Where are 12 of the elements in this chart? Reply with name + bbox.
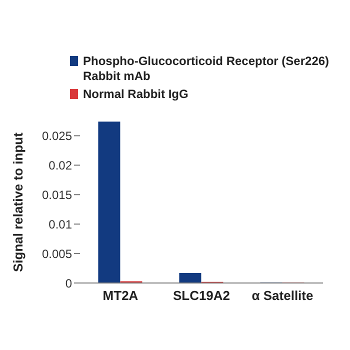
legend-label: Phospho-Glucocorticoid Receptor (Ser226) Rabbit mAb	[83, 54, 330, 84]
x-tick-label: SLC19A2	[172, 288, 230, 304]
y-tick-label: 0.02	[48, 158, 72, 172]
x-tick-label: α Satellite	[252, 288, 314, 304]
legend-label: Normal Rabbit IgG	[83, 87, 188, 102]
y-tick-label: 0.025	[42, 128, 72, 143]
y-tick-label: 0	[65, 276, 72, 290]
y-tick-label: 0.01	[48, 217, 72, 232]
x-tick-label: MT2A	[102, 288, 139, 304]
y-tick-label: 0.015	[42, 188, 72, 202]
y-tick-label: 0.005	[42, 246, 72, 261]
y-axis-title: Signal relative to input	[10, 132, 26, 272]
